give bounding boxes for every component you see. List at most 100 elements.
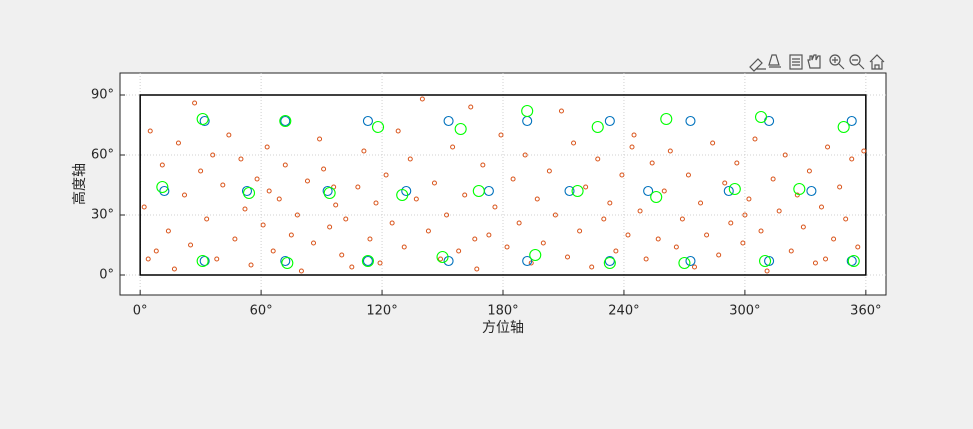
point bbox=[147, 128, 153, 134]
point bbox=[534, 196, 540, 202]
point bbox=[407, 156, 413, 162]
point bbox=[425, 228, 431, 234]
point bbox=[196, 254, 209, 268]
point bbox=[742, 212, 748, 218]
y-tick-label: 30° bbox=[91, 208, 114, 223]
point bbox=[510, 176, 516, 182]
point bbox=[159, 162, 165, 168]
point bbox=[837, 120, 850, 134]
point bbox=[260, 222, 266, 228]
point bbox=[607, 200, 613, 206]
point bbox=[522, 255, 533, 267]
point bbox=[818, 204, 824, 210]
point bbox=[577, 228, 583, 234]
point bbox=[746, 196, 752, 202]
toolbar-pan[interactable] bbox=[807, 54, 821, 69]
point bbox=[480, 162, 486, 168]
y-tick-label: 60° bbox=[91, 148, 114, 163]
point bbox=[806, 168, 812, 174]
point bbox=[204, 216, 210, 222]
point bbox=[220, 182, 226, 188]
point bbox=[643, 256, 649, 262]
point bbox=[280, 255, 291, 267]
point bbox=[685, 115, 696, 127]
point bbox=[248, 262, 254, 268]
point bbox=[650, 190, 663, 204]
point bbox=[367, 236, 373, 242]
point bbox=[355, 184, 361, 190]
point bbox=[270, 248, 276, 254]
point bbox=[710, 140, 716, 146]
point bbox=[281, 256, 294, 270]
point bbox=[294, 212, 300, 218]
toolbar-home[interactable] bbox=[869, 54, 885, 70]
point bbox=[276, 196, 282, 202]
point bbox=[327, 224, 333, 230]
point bbox=[619, 172, 625, 178]
point bbox=[171, 266, 177, 272]
x-axis-label: 方位轴 bbox=[482, 320, 524, 336]
point bbox=[311, 240, 317, 246]
point bbox=[383, 172, 389, 178]
point bbox=[629, 144, 635, 150]
point bbox=[558, 108, 564, 114]
point bbox=[462, 192, 468, 198]
point bbox=[339, 252, 345, 258]
point bbox=[343, 216, 349, 222]
point bbox=[498, 132, 504, 138]
point bbox=[661, 188, 667, 194]
point bbox=[288, 232, 294, 238]
point bbox=[182, 192, 188, 198]
point bbox=[282, 162, 288, 168]
point bbox=[846, 255, 857, 267]
point bbox=[692, 264, 697, 270]
point bbox=[776, 208, 782, 214]
toolbar-zoom-in[interactable] bbox=[829, 54, 845, 70]
point bbox=[413, 196, 419, 202]
point bbox=[196, 112, 209, 126]
x-tick-label: 0° bbox=[133, 304, 148, 319]
point bbox=[522, 152, 528, 158]
point bbox=[649, 160, 655, 166]
point bbox=[571, 184, 584, 198]
toolbar-legend[interactable] bbox=[789, 54, 803, 70]
point bbox=[450, 144, 456, 150]
x-tick-label: 360° bbox=[850, 304, 881, 319]
point bbox=[279, 114, 292, 128]
point bbox=[667, 148, 673, 154]
point bbox=[401, 185, 412, 197]
point bbox=[847, 254, 860, 268]
toolbar-brush[interactable] bbox=[749, 58, 766, 72]
point bbox=[552, 212, 558, 218]
point bbox=[304, 178, 310, 184]
point bbox=[589, 264, 595, 270]
point bbox=[317, 136, 323, 142]
point bbox=[468, 104, 474, 110]
x-tick-label: 180° bbox=[487, 304, 518, 319]
point bbox=[454, 122, 467, 136]
x-tick-label: 60° bbox=[250, 304, 273, 319]
point bbox=[349, 264, 355, 270]
point bbox=[362, 115, 373, 127]
point bbox=[723, 185, 734, 197]
toolbar-zoom-out[interactable] bbox=[849, 54, 865, 70]
point bbox=[861, 148, 867, 154]
point bbox=[823, 256, 829, 262]
point bbox=[571, 140, 577, 146]
point bbox=[504, 244, 510, 250]
point bbox=[655, 236, 661, 242]
point bbox=[800, 224, 806, 230]
point bbox=[333, 202, 339, 208]
point bbox=[373, 200, 379, 206]
point bbox=[673, 244, 679, 250]
toolbar-datatip[interactable] bbox=[768, 54, 781, 68]
point bbox=[361, 148, 367, 154]
point bbox=[685, 255, 696, 267]
point bbox=[371, 120, 385, 134]
point bbox=[764, 268, 770, 274]
point bbox=[678, 256, 691, 270]
point bbox=[565, 254, 571, 260]
point bbox=[770, 176, 776, 182]
point bbox=[806, 185, 817, 197]
